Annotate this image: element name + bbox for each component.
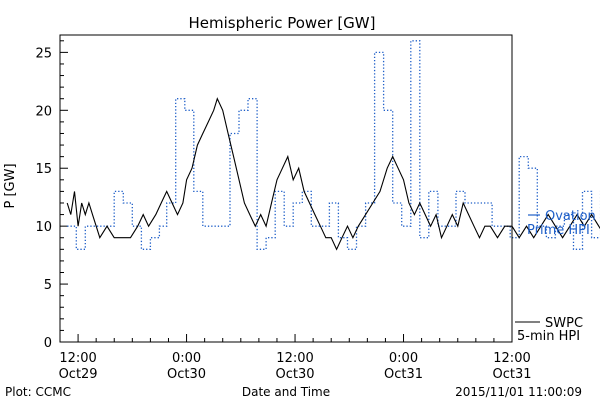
series-ovation-prime-hpi xyxy=(67,40,600,250)
x-tick-label-time: 0:00 xyxy=(172,351,201,366)
legend-label-swpc-line1: SWPC xyxy=(545,316,583,331)
series-line-ovation xyxy=(67,40,600,250)
y-tick-label: 0 xyxy=(44,336,52,351)
x-tick-label-date: Oct29 xyxy=(59,367,98,382)
series-line-swpc xyxy=(66,97,600,251)
legend-label-swpc-line2: 5-min HPI xyxy=(517,329,580,344)
x-axis-label: Date and Time xyxy=(242,385,330,399)
footer-timestamp: 2015/11/01 11:00:09 xyxy=(455,385,582,399)
legend-swpc-5min-hpi: SWPC 5-min HPI xyxy=(515,316,583,344)
x-tick-label-time: 0:00 xyxy=(389,351,418,366)
y-tick-label: 20 xyxy=(35,104,52,119)
legend-label-ovation-line2: Prime HPI xyxy=(527,223,590,238)
x-tick-label-time: 12:00 xyxy=(59,351,96,366)
chart-title: Hemispheric Power [GW] xyxy=(189,14,376,32)
plot-frame xyxy=(59,34,513,343)
x-tick-label-date: Oct31 xyxy=(492,367,531,382)
x-tick-label-date: Oct30 xyxy=(276,367,315,382)
x-tick-label-date: Oct30 xyxy=(167,367,206,382)
x-axis: 12:00Oct290:00Oct3012:00Oct300:00Oct3112… xyxy=(59,334,532,382)
footer-plot-credit: Plot: CCMC xyxy=(5,385,71,399)
x-tick-label-date: Oct31 xyxy=(384,367,423,382)
legend-ovation-prime-hpi: Ovation Prime HPI xyxy=(527,209,596,238)
y-tick-label: 15 xyxy=(35,162,52,177)
x-tick-label-time: 12:00 xyxy=(493,351,530,366)
series-swpc-5min-hpi xyxy=(66,97,600,251)
x-tick-label-time: 12:00 xyxy=(276,351,313,366)
y-tick-label: 5 xyxy=(44,278,52,293)
y-tick-label: 25 xyxy=(35,46,52,61)
legend-label-ovation-line1: Ovation xyxy=(545,209,596,224)
y-axis: 0 5 10 15 20 25 xyxy=(35,40,68,351)
y-tick-label: 10 xyxy=(35,220,52,235)
y-axis-label: P [GW] xyxy=(3,163,18,208)
